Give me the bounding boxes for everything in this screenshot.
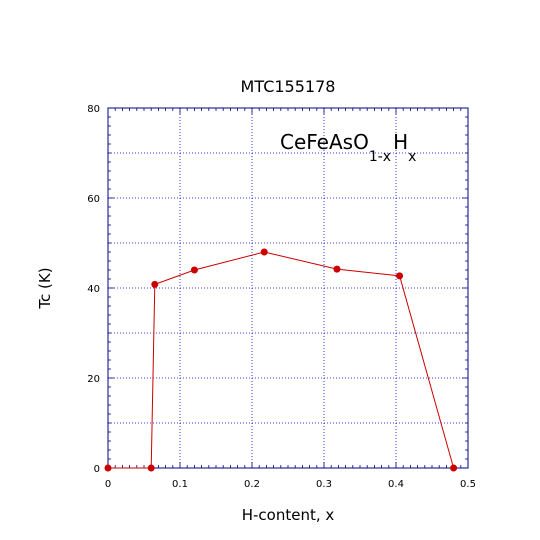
- y-tick-label: 60: [87, 194, 100, 205]
- y-tick-label: 20: [87, 374, 100, 385]
- y-tick-label: 40: [87, 284, 100, 295]
- data-point: [104, 464, 112, 472]
- formula-sub-2: x: [408, 149, 416, 165]
- data-point: [333, 265, 341, 273]
- data-point: [151, 280, 159, 288]
- grid: [108, 108, 468, 468]
- x-tick-label: 0.5: [460, 479, 476, 490]
- x-tick-label: 0.1: [172, 479, 188, 490]
- series-line: [108, 251, 455, 469]
- x-tick-label: 0.3: [316, 479, 332, 490]
- plot-frame: [107, 107, 469, 469]
- y-tick-labels: 0 20 40 60 80: [87, 104, 100, 475]
- x-axis-label: H-content, x: [242, 506, 335, 524]
- y-axis-label: Tc (K): [36, 267, 54, 309]
- formula-base: CeFeAsO: [280, 130, 369, 154]
- data-point: [190, 266, 198, 274]
- formula-annotation: CeFeAsO1-xHx: [280, 130, 416, 165]
- y-tick-label: 0: [94, 464, 100, 475]
- series-layer: [104, 248, 458, 472]
- data-point: [147, 464, 155, 472]
- data-point: [396, 272, 404, 280]
- data-point: [260, 248, 268, 256]
- x-tick-labels: 0 0.1 0.2 0.3 0.4 0.5: [105, 479, 476, 490]
- x-tick-label: 0: [105, 479, 111, 490]
- data-point: [450, 464, 458, 472]
- x-tick-label: 0.4: [388, 479, 404, 490]
- formula-sub-1: 1-x: [369, 149, 391, 165]
- chart-title: MTC155178: [241, 77, 336, 96]
- y-tick-label: 80: [87, 104, 100, 115]
- x-tick-label: 0.2: [244, 479, 260, 490]
- formula-main-2: H: [393, 130, 408, 154]
